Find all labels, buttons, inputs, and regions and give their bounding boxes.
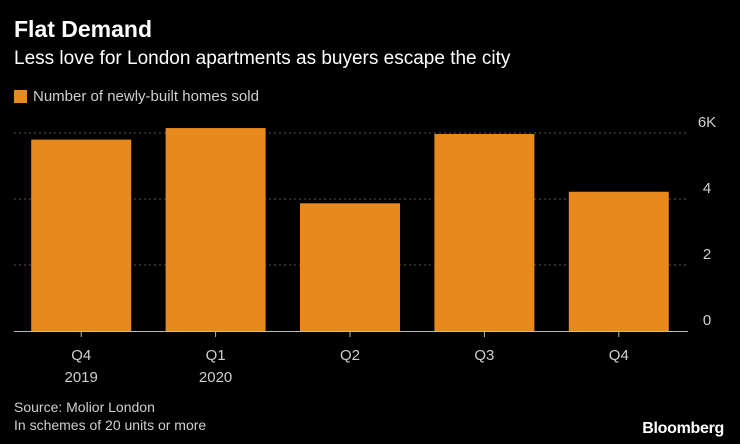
x-tick-label: Q3	[474, 347, 494, 364]
legend-label: Number of newly-built homes sold	[33, 88, 259, 105]
y-tick-label: 2	[703, 246, 711, 263]
y-tick-label: 0	[703, 312, 711, 329]
bar	[434, 133, 535, 331]
source-note: Source: Molior London In schemes of 20 u…	[14, 398, 206, 434]
x-tick-year-label: 2020	[199, 369, 232, 386]
bar	[300, 203, 400, 331]
footnote-line: In schemes of 20 units or more	[14, 417, 207, 433]
x-tick-label: Q2	[340, 347, 360, 364]
bloomberg-logo: Bloomberg	[642, 420, 724, 437]
x-tick-label: Q4	[609, 347, 629, 364]
chart-subtitle: Less love for London apartments as buyer…	[14, 48, 511, 69]
legend: Number of newly-built homes sold	[14, 88, 259, 105]
x-tick-label: Q4	[71, 347, 91, 364]
legend-swatch	[14, 90, 27, 103]
x-tick-year-label: 2019	[65, 369, 98, 386]
chart-title: Flat Demand	[14, 16, 153, 42]
bar	[31, 139, 132, 331]
y-tick-label: 6K	[698, 114, 716, 131]
y-tick-label: 4	[703, 180, 711, 197]
bar	[165, 128, 266, 331]
x-tick-label: Q1	[206, 347, 226, 364]
bar	[568, 191, 669, 331]
source-line: Source: Molior London	[14, 399, 155, 415]
